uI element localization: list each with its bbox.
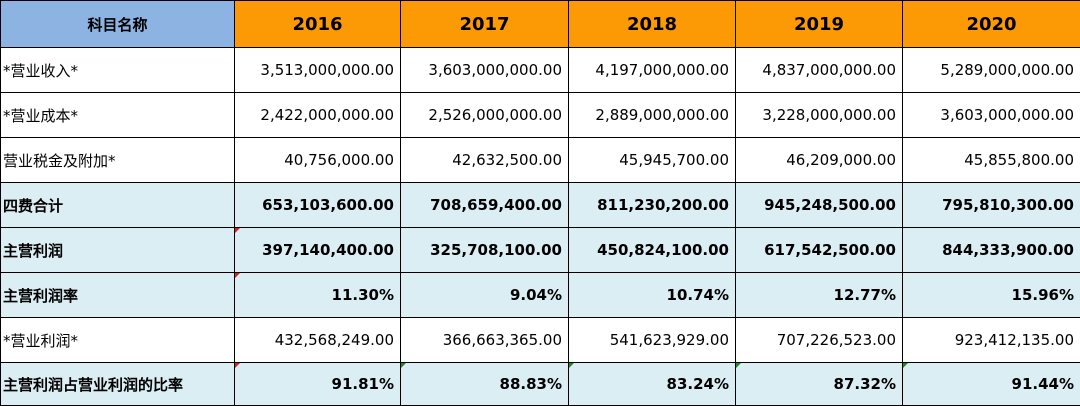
- header-row: 科目名称 2016 2017 2018 2019 2020: [1, 1, 1080, 48]
- table-cell[interactable]: 945,248,500.00: [736, 183, 903, 228]
- table-cell[interactable]: 923,412,135.00: [903, 318, 1080, 363]
- table-cell[interactable]: 2,422,000,000.00: [235, 93, 401, 138]
- table-cell[interactable]: 653,103,600.00: [235, 183, 401, 228]
- table-cell[interactable]: 3,603,000,000.00: [903, 93, 1080, 138]
- table-cell[interactable]: 450,824,100.00: [569, 228, 736, 273]
- table-cell[interactable]: 9.04%: [401, 273, 569, 318]
- row-label-taxes[interactable]: 营业税金及附加*: [1, 138, 235, 183]
- table-cell[interactable]: 366,663,365.00: [401, 318, 569, 363]
- table-cell[interactable]: 795,810,300.00: [903, 183, 1080, 228]
- row-label-revenue[interactable]: *营业收入*: [1, 48, 235, 93]
- table-cell[interactable]: 3,228,000,000.00: [736, 93, 903, 138]
- table-row: 营业税金及附加* 40,756,000.00 42,632,500.00 45,…: [1, 138, 1080, 183]
- row-label-four-fees[interactable]: 四费合计: [1, 183, 235, 228]
- header-cell-2020[interactable]: 2020: [903, 1, 1080, 48]
- table-cell[interactable]: 15.96%: [903, 273, 1080, 318]
- table-row: *营业利润* 432,568,249.00 366,663,365.00 541…: [1, 318, 1080, 363]
- table-cell[interactable]: 88.83%: [401, 363, 569, 406]
- table-cell[interactable]: 46,209,000.00: [736, 138, 903, 183]
- table-cell[interactable]: 45,945,700.00: [569, 138, 736, 183]
- table-cell[interactable]: 325,708,100.00: [401, 228, 569, 273]
- table-cell[interactable]: 91.81%: [235, 363, 401, 406]
- table-cell[interactable]: 4,837,000,000.00: [736, 48, 903, 93]
- table-cell[interactable]: 91.44%: [903, 363, 1080, 406]
- table-row: *营业收入* 3,513,000,000.00 3,603,000,000.00…: [1, 48, 1080, 93]
- table-cell[interactable]: 5,289,000,000.00: [903, 48, 1080, 93]
- table-cell[interactable]: 432,568,249.00: [235, 318, 401, 363]
- table-cell[interactable]: 541,623,929.00: [569, 318, 736, 363]
- table-cell[interactable]: 2,889,000,000.00: [569, 93, 736, 138]
- table-cell[interactable]: 12.77%: [736, 273, 903, 318]
- row-label-main-profit-rate[interactable]: 主营利润率: [1, 273, 235, 318]
- table-cell[interactable]: 617,542,500.00: [736, 228, 903, 273]
- table-row: 四费合计 653,103,600.00 708,659,400.00 811,2…: [1, 183, 1080, 228]
- table-cell[interactable]: 707,226,523.00: [736, 318, 903, 363]
- table-cell[interactable]: 4,197,000,000.00: [569, 48, 736, 93]
- header-cell-2018[interactable]: 2018: [569, 1, 736, 48]
- row-label-operating-profit[interactable]: *营业利润*: [1, 318, 235, 363]
- table-cell[interactable]: 11.30%: [235, 273, 401, 318]
- table-cell[interactable]: 397,140,400.00: [235, 228, 401, 273]
- table-row: 主营利润占营业利润的比率 91.81% 88.83% 83.24% 87.32%…: [1, 363, 1080, 406]
- table-cell[interactable]: 40,756,000.00: [235, 138, 401, 183]
- header-cell-2019[interactable]: 2019: [736, 1, 903, 48]
- header-cell-2017[interactable]: 2017: [401, 1, 569, 48]
- table-cell[interactable]: 811,230,200.00: [569, 183, 736, 228]
- header-cell-subject[interactable]: 科目名称: [1, 1, 235, 48]
- table-cell[interactable]: 42,632,500.00: [401, 138, 569, 183]
- table-cell[interactable]: 2,526,000,000.00: [401, 93, 569, 138]
- row-label-cost[interactable]: *营业成本*: [1, 93, 235, 138]
- header-cell-2016[interactable]: 2016: [235, 1, 401, 48]
- table-cell[interactable]: 3,513,000,000.00: [235, 48, 401, 93]
- table-cell[interactable]: 83.24%: [569, 363, 736, 406]
- table-row: *营业成本* 2,422,000,000.00 2,526,000,000.00…: [1, 93, 1080, 138]
- table-cell[interactable]: 10.74%: [569, 273, 736, 318]
- table-cell[interactable]: 708,659,400.00: [401, 183, 569, 228]
- row-label-ratio[interactable]: 主营利润占营业利润的比率: [1, 363, 235, 406]
- table-row: 主营利润率 11.30% 9.04% 10.74% 12.77% 15.96%: [1, 273, 1080, 318]
- row-label-main-profit[interactable]: 主营利润: [1, 228, 235, 273]
- table-cell[interactable]: 3,603,000,000.00: [401, 48, 569, 93]
- table-cell[interactable]: 87.32%: [736, 363, 903, 406]
- table-cell[interactable]: 844,333,900.00: [903, 228, 1080, 273]
- table-row: 主营利润 397,140,400.00 325,708,100.00 450,8…: [1, 228, 1080, 273]
- table-cell[interactable]: 45,855,800.00: [903, 138, 1080, 183]
